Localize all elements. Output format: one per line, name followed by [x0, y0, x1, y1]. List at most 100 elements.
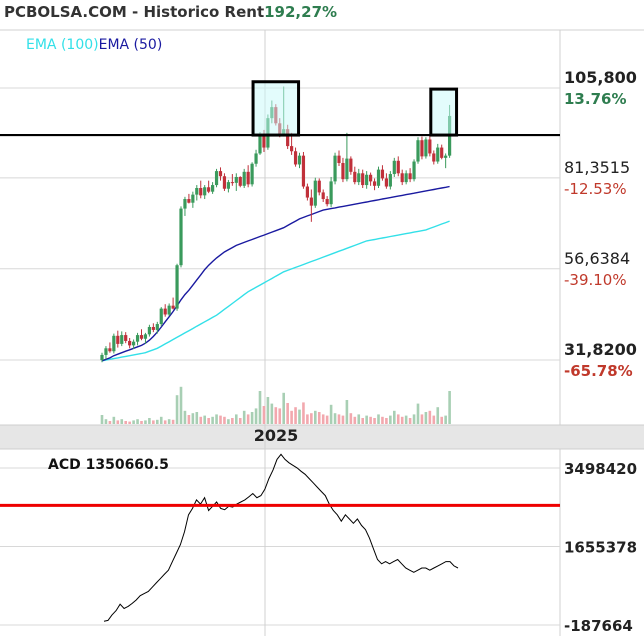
candle	[400, 169, 404, 186]
candle-body	[369, 174, 373, 182]
candle	[357, 168, 361, 186]
candle-body	[337, 155, 341, 164]
candle-body	[163, 308, 167, 315]
volume-bar	[112, 416, 116, 424]
volume-bar	[278, 408, 282, 424]
candle-body	[444, 155, 448, 158]
candle-body	[388, 174, 392, 187]
candle	[404, 170, 408, 185]
candle-body	[420, 140, 424, 157]
volume-bar	[238, 418, 242, 424]
candle-body	[353, 171, 357, 183]
candle-body	[242, 171, 246, 186]
candle-body	[211, 185, 215, 192]
volume-bar	[223, 416, 226, 424]
volume-bar	[270, 403, 274, 424]
candle	[353, 166, 357, 185]
candle	[238, 176, 242, 188]
volume-bar	[246, 414, 250, 424]
volume-bar	[428, 410, 432, 424]
acd-series	[0, 453, 560, 622]
candle	[321, 189, 325, 202]
candle	[392, 157, 396, 177]
volume-bar	[235, 414, 238, 424]
ema-lines	[101, 185, 450, 362]
candle-body	[416, 140, 420, 162]
candle	[218, 167, 223, 181]
candle	[408, 168, 412, 183]
volume-bar	[136, 419, 139, 424]
volume-bar	[444, 415, 447, 424]
candle-body	[183, 199, 187, 209]
candle-body	[108, 348, 112, 352]
volume-bar	[254, 408, 258, 424]
candle-body	[309, 197, 313, 206]
candle	[412, 159, 416, 182]
candle	[345, 132, 349, 182]
candle	[246, 165, 250, 188]
candle	[254, 149, 258, 167]
volume-bar	[227, 419, 230, 424]
volume-bar	[432, 415, 436, 424]
volume-bar	[365, 415, 368, 424]
volume-bar	[242, 410, 246, 424]
volume-bar	[144, 420, 147, 424]
volume-bar	[215, 414, 218, 424]
candle	[104, 346, 108, 360]
legend-ema100: EMA (100)	[26, 37, 99, 53]
candle-body	[112, 335, 116, 352]
volume-bar	[337, 414, 341, 424]
candle	[143, 332, 148, 344]
candle	[376, 166, 381, 189]
volume-bar	[258, 391, 262, 424]
volume-bar	[219, 415, 222, 424]
candle-body	[297, 155, 302, 165]
candle	[222, 173, 227, 191]
volume-bar	[171, 419, 175, 424]
chart-title: PCBOLSA.COM - Historico Rent	[4, 3, 264, 21]
candle-body	[384, 178, 388, 187]
candle	[432, 150, 436, 165]
candle	[293, 147, 298, 167]
candle	[175, 263, 179, 311]
candle-body	[436, 147, 440, 162]
candle-body	[203, 187, 207, 196]
candle-body	[147, 326, 151, 335]
candle-body	[329, 181, 333, 205]
volume-bar	[179, 386, 183, 424]
candle	[416, 137, 420, 164]
candle	[199, 180, 203, 199]
candle	[163, 304, 167, 317]
candle	[226, 179, 230, 193]
candle	[444, 153, 448, 169]
candle	[207, 180, 211, 194]
legend-ema50: EMA (50)	[99, 37, 163, 53]
candle-body	[104, 348, 108, 355]
volume-bar	[262, 406, 266, 424]
candle	[317, 178, 321, 196]
candle-body	[191, 194, 195, 203]
candle	[388, 171, 392, 190]
volume-bar	[369, 416, 372, 424]
volume-bar	[385, 418, 388, 424]
candle-body	[341, 163, 345, 180]
volume-bar	[167, 419, 171, 424]
candle-body	[396, 160, 400, 174]
candle-body	[361, 173, 365, 186]
volume-bar	[341, 415, 345, 424]
candle	[211, 182, 215, 194]
ema50-line	[101, 185, 450, 362]
candle-body	[179, 208, 183, 266]
candle	[333, 152, 337, 185]
volume-bar	[389, 415, 392, 424]
volume-bar	[404, 415, 408, 424]
candle	[313, 177, 317, 208]
candle	[234, 173, 238, 191]
candle-body	[380, 169, 385, 179]
volume-bar	[436, 407, 440, 424]
candle	[372, 178, 377, 191]
volume-bar	[294, 407, 297, 424]
candle	[309, 189, 313, 222]
price-tick-label: 31,8200	[564, 340, 637, 359]
